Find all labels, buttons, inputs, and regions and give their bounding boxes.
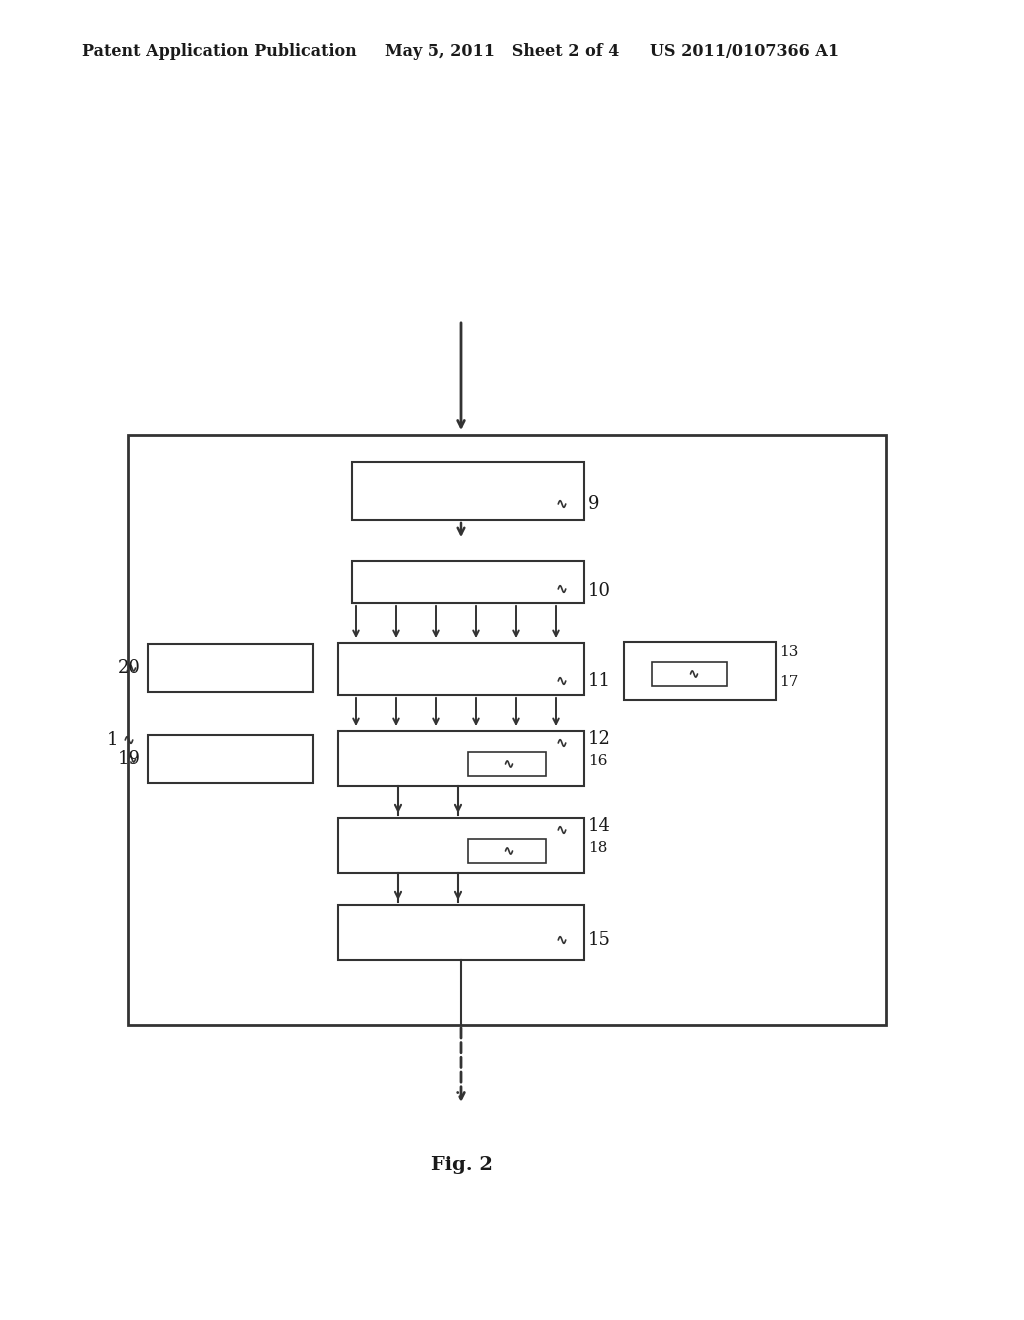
Bar (148, 644, 313, 692)
Bar (148, 735, 313, 783)
Bar (128, 436, 886, 1026)
Bar (468, 840, 546, 863)
Bar (338, 731, 584, 785)
Text: US 2011/0107366 A1: US 2011/0107366 A1 (650, 44, 839, 61)
Text: 18: 18 (588, 841, 607, 855)
Text: 17: 17 (779, 675, 799, 689)
Bar (352, 561, 584, 603)
Text: 10: 10 (588, 582, 611, 601)
Text: 14: 14 (588, 817, 611, 836)
Text: Patent Application Publication: Patent Application Publication (82, 44, 356, 61)
Text: 1: 1 (106, 731, 119, 748)
Text: Fig. 2: Fig. 2 (431, 1156, 493, 1173)
Text: 13: 13 (779, 645, 799, 659)
Text: 16: 16 (588, 754, 607, 768)
Bar (338, 643, 584, 696)
Text: May 5, 2011   Sheet 2 of 4: May 5, 2011 Sheet 2 of 4 (385, 44, 620, 61)
Bar (338, 906, 584, 960)
Bar (624, 642, 776, 700)
Text: 9: 9 (588, 495, 599, 513)
Bar (468, 752, 546, 776)
Bar (652, 663, 727, 686)
Bar (338, 818, 584, 873)
Text: 15: 15 (588, 931, 611, 949)
Text: 19: 19 (118, 750, 141, 768)
Text: 12: 12 (588, 730, 611, 748)
Text: 11: 11 (588, 672, 611, 690)
Text: 20: 20 (118, 659, 141, 677)
Bar (352, 462, 584, 520)
